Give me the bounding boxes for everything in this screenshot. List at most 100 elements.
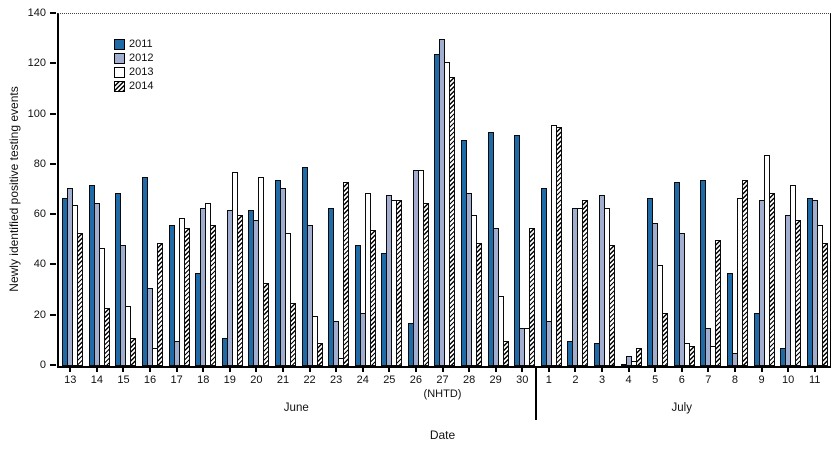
bar-group-10 [777,14,804,366]
bar-2014 [183,227,190,366]
bar-group-14 [86,14,113,366]
y-axis-tick-label: 40 [33,258,46,271]
plot-area [57,13,831,368]
bar-group-20 [245,14,272,366]
legend-item-2014: 2014 [114,80,153,92]
x-axis-tick [654,367,657,372]
bar-2014 [662,313,669,366]
bar-2013 [98,247,105,366]
bar-2014 [396,200,403,366]
bar-2014 [609,245,615,366]
x-axis-tick [813,367,816,372]
y-axis-tick-label: 100 [27,107,46,120]
bar-2014 [77,232,84,366]
bar-2013 [258,177,265,366]
y-axis-tick [50,162,56,165]
bar-group-6 [670,14,697,366]
x-axis-tick [494,367,497,372]
x-axis-tick [175,367,178,372]
bar-2012 [625,355,632,366]
y-axis-tick [50,112,56,115]
bar-group-4 [617,14,644,366]
bar-2014 [316,343,323,366]
x-axis-tick [441,367,444,372]
bar-2011 [168,225,175,366]
x-axis-tick [547,367,550,372]
bar-group-5 [644,14,671,366]
bar-2014 [103,308,110,366]
x-axis-tick-label: 16 [143,374,157,386]
bar-2012 [333,320,340,366]
x-axis-tick [414,367,417,372]
x-axis-tick [69,367,72,372]
x-axis-tick [281,367,284,372]
bar-2014 [529,227,536,366]
legend-swatch-2013 [114,66,125,78]
bar-2013 [311,315,318,366]
x-axis-tick-label: 17 [170,374,183,386]
bar-2013 [125,305,132,366]
x-axis-tick-label: 20 [250,374,263,386]
bar-2011 [726,272,733,366]
bar-2011 [514,134,521,366]
x-axis-tick [468,367,471,372]
x-axis-tick [335,367,338,372]
bar-group-2 [564,14,591,366]
x-axis-tick-label: 30 [516,374,529,386]
legend-item-2011: 2011 [114,38,153,50]
bar-2011 [540,187,547,366]
bar-group-3 [591,14,618,366]
x-axis-tick [627,367,630,372]
x-axis-tick-label: 13 [64,374,77,386]
x-axis-tick-label: 21 [276,374,290,386]
bar-2011 [142,177,149,366]
x-axis-tick [521,367,524,372]
x-axis-tick-label: 29 [489,374,502,386]
x-axis-tick-label: 19 [223,374,236,386]
x-axis-tick-label: 23 [330,374,343,386]
x-axis-tick-label: 3 [598,374,606,386]
x-axis-tick-label: 11 [808,374,821,386]
y-axis-tick [50,364,56,366]
bar-2012 [678,232,685,366]
x-axis-tick-label: 15 [117,374,130,386]
bar-group-11 [803,14,830,366]
y-axis-tick [50,263,56,266]
bar-2014 [502,340,509,366]
bar-2014 [635,348,642,366]
bar-group-16 [139,14,166,366]
bar-2014 [157,242,164,366]
legend-item-2012: 2012 [114,52,153,64]
bar-2012 [147,288,154,366]
x-axis-tick [122,367,125,372]
legend-label-2011: 2011 [129,38,153,50]
bar-2014 [821,242,828,366]
bar-2014 [289,303,296,366]
month-divider-line [534,367,537,420]
month-label-july: July [671,402,692,414]
x-axis-tick-label: 9 [758,374,765,386]
x-axis-tick [308,367,311,372]
y-axis-tick-label: 140 [27,7,46,19]
y-axis-tick [50,12,56,14]
legend-label-2013: 2013 [129,66,154,78]
bar-group-21 [272,14,299,366]
bar-2014 [795,220,802,366]
bar-group-18 [192,14,219,366]
bar-2013 [497,295,504,366]
x-axis-tick-label: 2 [572,374,579,386]
bar-2012 [306,225,313,366]
legend-label-2012: 2012 [129,52,154,64]
month-label-june: June [283,402,309,414]
bar-2014 [449,76,456,366]
y-axis-tick-label: 120 [27,57,46,70]
x-axis-tick [601,367,604,372]
bar-2014 [210,225,217,366]
x-axis-tick [149,367,152,372]
bar-2011 [354,245,361,366]
x-axis-tick [707,367,710,372]
x-axis-tick-label: 26 [409,374,423,386]
x-axis-tick-label: 25 [383,374,396,386]
legend-item-2013: 2013 [114,66,153,78]
y-axis-tick-label: 20 [33,308,46,321]
